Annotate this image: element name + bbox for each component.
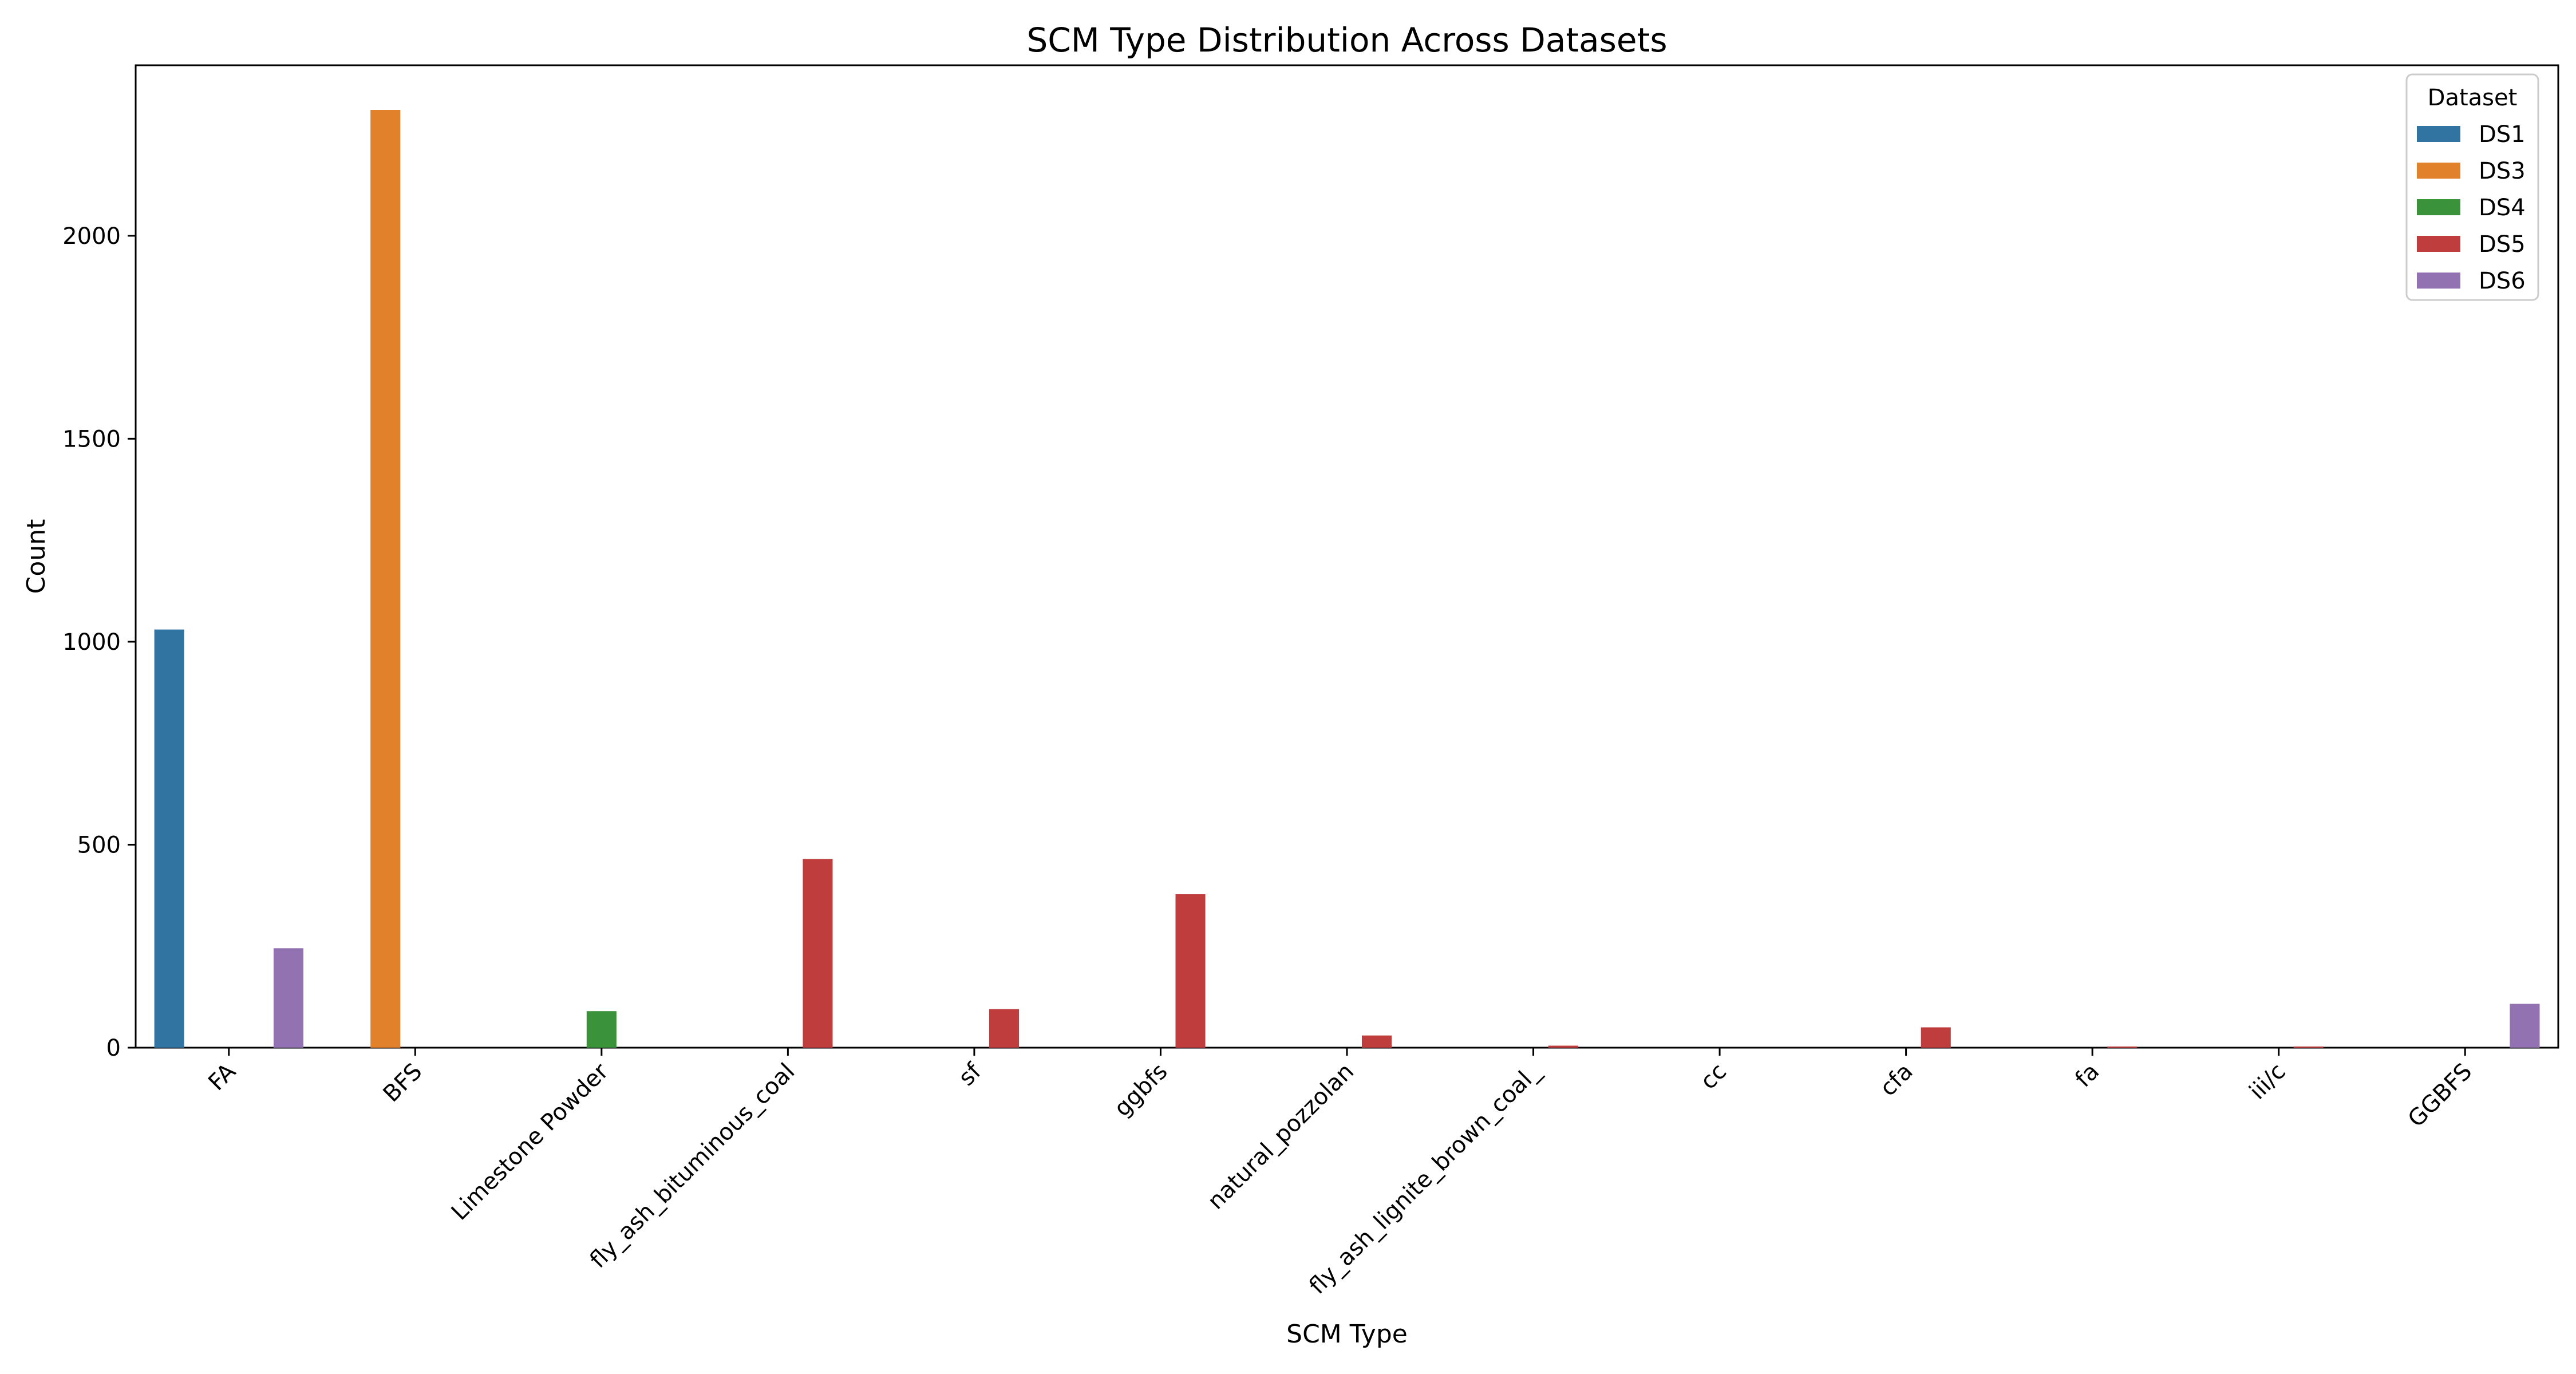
x-tick-label: GGBFS	[2403, 1059, 2478, 1133]
bar-ds5-iii-c	[2293, 1046, 2324, 1048]
legend-items: DS1 DS3 DS4 DS5 DS6	[2417, 121, 2526, 294]
legend-swatch-ds1	[2417, 126, 2460, 142]
x-tick-label: fly_ash_bituminous_coal	[585, 1059, 800, 1274]
x-tick-label: Limestone Powder	[447, 1058, 614, 1225]
legend-label-ds5: DS5	[2479, 231, 2526, 258]
bar-ds5-sf	[989, 1009, 1020, 1048]
bar-ds6-ggbfs	[2510, 1004, 2540, 1048]
bar-ds5-fly-ash-bituminous-coal	[803, 859, 833, 1048]
x-tick-label: fa	[2070, 1059, 2104, 1093]
bar-ds5-cfa	[1921, 1027, 1951, 1048]
bar-ds5-ggbfs	[1175, 894, 1206, 1048]
x-tick-label: cc	[1696, 1059, 1732, 1095]
bars-group	[154, 110, 2540, 1048]
chart-title: SCM Type Distribution Across Datasets	[1026, 21, 1667, 60]
bar-ds4-limestone-powder	[586, 1011, 617, 1048]
x-tick-label: natural_pozzolan	[1203, 1059, 1359, 1215]
bar-ds5-natural-pozzolan	[1362, 1035, 1392, 1048]
bar-ds5-fly-ash-lignite-brown-coal	[1548, 1045, 1578, 1048]
legend-label-ds4: DS4	[2479, 195, 2526, 221]
legend-title: Dataset	[2428, 85, 2518, 111]
y-axis: 0 500 1000 1500 2000	[62, 223, 136, 1061]
y-tick-label: 500	[77, 832, 121, 858]
legend-swatch-ds4	[2417, 199, 2460, 215]
x-tick-label: ggbfs	[1109, 1059, 1172, 1122]
x-tick-label: BFS	[378, 1059, 428, 1108]
legend: Dataset DS1 DS3 DS4 DS5 DS6	[2405, 73, 2539, 301]
x-tick-label: cfa	[1875, 1059, 1918, 1101]
legend-swatch-ds3	[2417, 163, 2460, 179]
bar-ds1-fa	[154, 629, 184, 1048]
legend-label-ds3: DS3	[2479, 158, 2526, 184]
x-tick-label: FA	[203, 1058, 241, 1096]
y-axis-label: Count	[22, 519, 51, 594]
legend-label-ds1: DS1	[2479, 121, 2526, 148]
x-tick-label: iii/c	[2245, 1059, 2291, 1105]
y-tick-label: 2000	[62, 223, 121, 250]
bar-ds6-fa	[273, 948, 303, 1048]
x-axis: FA BFS Limestone Powderfly_ash_bituminous_…	[203, 1048, 2477, 1300]
y-tick-label: 1000	[62, 629, 121, 656]
x-tick-label: sf	[954, 1058, 987, 1091]
bar-ds3-bfs	[370, 110, 401, 1048]
y-tick-label: 1500	[62, 426, 121, 452]
legend-swatch-ds6	[2417, 273, 2460, 289]
plot-area	[135, 64, 2559, 1049]
y-tick-label: 0	[106, 1035, 121, 1061]
legend-label-ds6: DS6	[2479, 268, 2526, 294]
bar-ds5-fa	[2107, 1046, 2138, 1048]
x-axis-label: SCM Type	[1286, 1320, 1408, 1349]
legend-swatch-ds5	[2417, 236, 2460, 252]
